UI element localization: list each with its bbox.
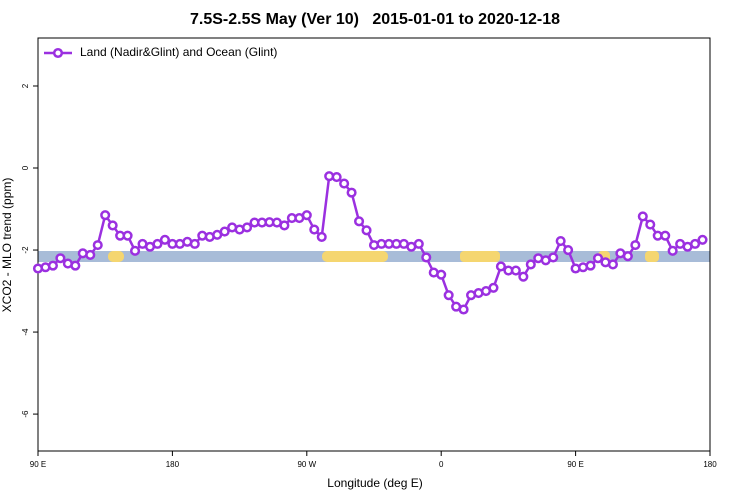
data-point [592, 253, 604, 264]
data-point [690, 238, 701, 249]
data-point [421, 252, 432, 263]
data-point [152, 238, 163, 249]
data-point [645, 219, 656, 230]
data-point [548, 252, 559, 263]
data-point [458, 304, 469, 315]
data-point [309, 224, 320, 235]
x-tick-label: 90 W [297, 460, 316, 469]
land-band [460, 251, 500, 262]
legend-label: Land (Nadir&Glint) and Ocean (Glint) [80, 45, 277, 59]
data-point [130, 245, 141, 256]
x-tick-label: 180 [703, 460, 717, 469]
y-tick-label: -2 [21, 246, 30, 254]
x-tick-label: 0 [439, 460, 444, 469]
data-point [331, 171, 342, 183]
data-point [510, 265, 521, 276]
data-point [189, 238, 200, 249]
data-point [488, 282, 499, 293]
data-point [92, 240, 103, 251]
surface-mask [38, 251, 710, 262]
data-point [55, 253, 66, 264]
data-point [47, 260, 58, 271]
data-point [555, 235, 566, 247]
y-tick-label: -6 [21, 410, 30, 418]
land-band [322, 251, 388, 262]
data-point [413, 238, 424, 249]
data-point [219, 226, 230, 237]
data-point [70, 260, 81, 271]
data-point [301, 210, 312, 221]
data-point [107, 220, 118, 231]
data-point [279, 220, 290, 231]
data-point [122, 230, 133, 241]
data-point [525, 259, 536, 270]
data-point [159, 234, 170, 245]
land-band [108, 251, 124, 262]
y-axis-label: XCO2 - MLO trend (ppm) [0, 178, 14, 313]
x-tick-label: 90 E [567, 460, 583, 469]
x-tick-label: 180 [166, 460, 180, 469]
y-tick-label: -4 [21, 328, 30, 336]
land-band [645, 251, 659, 262]
data-point [518, 271, 529, 282]
data-point [495, 261, 506, 272]
data-point [361, 225, 372, 236]
data-point [339, 178, 350, 189]
x-axis-label: Longitude (deg E) [327, 476, 422, 490]
data-point [660, 230, 671, 241]
data-point [346, 187, 357, 198]
plot-frame [37, 37, 711, 452]
data-point [585, 260, 596, 271]
data-point [242, 222, 253, 233]
data-point [436, 269, 447, 280]
data-point [354, 216, 365, 227]
data-point [316, 231, 327, 242]
x-tick-label: 90 E [30, 460, 46, 469]
data-point [563, 244, 574, 256]
chart-title: 7.5S-2.5S May (Ver 10) 2015-01-01 to 202… [190, 11, 560, 28]
y-tick-label: 0 [21, 165, 30, 170]
data-point [85, 249, 96, 261]
data-point [637, 211, 648, 222]
data-point [697, 234, 708, 245]
data-point [443, 290, 454, 301]
data-point [100, 210, 111, 221]
data-point [667, 245, 678, 256]
legend-marker [52, 47, 64, 59]
data-point [630, 240, 641, 251]
data-point [622, 251, 633, 262]
data-point [607, 259, 618, 270]
y-tick-label: 2 [21, 83, 30, 88]
